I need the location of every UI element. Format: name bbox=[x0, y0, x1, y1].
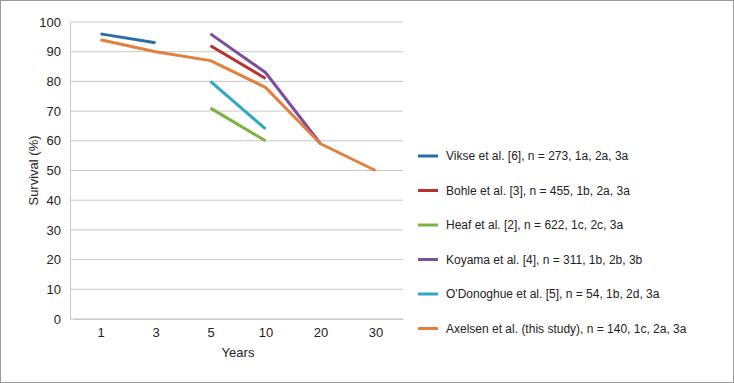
y-tick-label: 90 bbox=[47, 44, 61, 59]
legend-swatch bbox=[418, 155, 438, 158]
x-axis-line bbox=[74, 319, 404, 320]
y-tick-label: 10 bbox=[47, 282, 61, 297]
y-tick: 30 bbox=[47, 223, 70, 238]
y-tick-label: 70 bbox=[47, 104, 61, 119]
legend-swatch bbox=[418, 327, 438, 330]
legend-label: O'Donoghue et al. [5], n = 54, 1b, 2d, 3… bbox=[446, 287, 660, 301]
x-tick-label: 30 bbox=[369, 325, 383, 340]
x-tick: 3 bbox=[152, 319, 159, 340]
y-axis-line bbox=[70, 23, 71, 320]
chart: 0 10 20 30 40 50 60 70 80 90 100 1 3 5 10 20 30 Years Surv… bbox=[0, 0, 734, 383]
legend: Vikse et al. [6], n = 273, 1a, 2a, 3a Boh… bbox=[418, 149, 687, 336]
y-axis: 0 10 20 30 40 50 60 70 80 90 100 bbox=[39, 15, 70, 327]
x-tick: 20 bbox=[314, 319, 328, 340]
grid-line bbox=[70, 22, 403, 23]
figure-frame bbox=[1, 1, 734, 383]
legend-label: Koyama et al. [4], n = 311, 1b, 2b, 3b bbox=[446, 253, 643, 267]
y-tick: 40 bbox=[47, 193, 70, 208]
y-tick-label: 40 bbox=[47, 193, 61, 208]
y-tick: 90 bbox=[47, 44, 70, 59]
x-tick: 1 bbox=[97, 319, 104, 340]
x-axis: 1 3 5 10 20 30 bbox=[74, 319, 404, 340]
series-line bbox=[211, 108, 266, 141]
y-tick: 60 bbox=[47, 133, 70, 148]
grid-line bbox=[70, 259, 403, 260]
grid-line bbox=[70, 289, 403, 290]
y-tick: 100 bbox=[39, 15, 70, 30]
grid-line bbox=[70, 200, 403, 201]
x-tick: 5 bbox=[207, 319, 214, 340]
grid-line bbox=[70, 81, 403, 82]
series-line bbox=[211, 81, 266, 129]
y-tick: 80 bbox=[47, 74, 70, 89]
x-tick-label: 3 bbox=[152, 325, 159, 340]
grid-line bbox=[70, 111, 403, 112]
grid-line bbox=[70, 229, 403, 230]
y-tick-label: 20 bbox=[47, 252, 61, 267]
legend-label: Heaf et al. [2], n = 622, 1c, 2c, 3a bbox=[446, 218, 623, 232]
x-axis-title: Years bbox=[222, 345, 255, 360]
lines bbox=[101, 34, 376, 171]
legend-swatch bbox=[418, 189, 438, 192]
grid-line bbox=[70, 319, 403, 320]
grid bbox=[70, 22, 403, 319]
x-tick: 10 bbox=[259, 319, 273, 340]
x-tick: 30 bbox=[369, 319, 383, 340]
y-tick-label: 30 bbox=[47, 223, 61, 238]
x-tick-label: 10 bbox=[259, 325, 273, 340]
y-tick: 0 bbox=[54, 312, 70, 327]
x-tick-label: 5 bbox=[207, 325, 214, 340]
y-tick-label: 80 bbox=[47, 74, 61, 89]
legend-label: Axelsen et al. (this study), n = 140, 1c… bbox=[446, 322, 687, 336]
y-axis-title: Survival (%) bbox=[26, 135, 41, 205]
y-tick-label: 50 bbox=[47, 163, 61, 178]
legend-label: Bohle et al. [3], n = 455, 1b, 2a, 3a bbox=[446, 184, 630, 198]
y-tick: 50 bbox=[47, 163, 70, 178]
x-tick-label: 20 bbox=[314, 325, 328, 340]
y-tick-label: 60 bbox=[47, 133, 61, 148]
x-tick-label: 1 bbox=[97, 325, 104, 340]
y-tick: 70 bbox=[47, 104, 70, 119]
legend-swatch bbox=[418, 293, 438, 296]
y-tick: 20 bbox=[47, 252, 70, 267]
y-tick-label: 100 bbox=[39, 15, 61, 30]
y-tick-label: 0 bbox=[54, 312, 61, 327]
legend-label: Vikse et al. [6], n = 273, 1a, 2a, 3a bbox=[446, 149, 629, 163]
grid-line bbox=[70, 140, 403, 141]
series-line bbox=[101, 40, 376, 171]
legend-swatch bbox=[418, 258, 438, 261]
legend-swatch bbox=[418, 224, 438, 227]
y-tick: 10 bbox=[47, 282, 70, 297]
grid-line bbox=[70, 170, 403, 171]
